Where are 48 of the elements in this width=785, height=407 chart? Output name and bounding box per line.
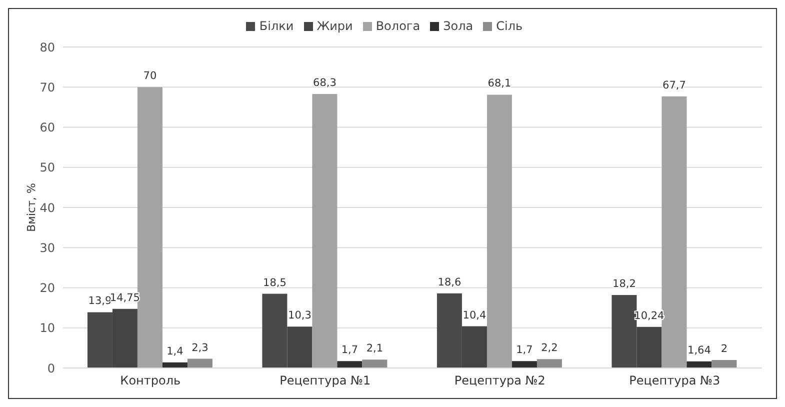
- bar: [712, 360, 737, 368]
- data-label: 10,3: [288, 310, 312, 322]
- data-label: 18,5: [263, 276, 286, 289]
- bar: [337, 361, 362, 368]
- data-label: 13,9: [88, 295, 112, 308]
- bar: [312, 94, 338, 368]
- data-label: 2,1: [366, 342, 384, 355]
- x-tick-label: Контроль: [120, 374, 181, 388]
- bar: [187, 358, 212, 368]
- data-label: 1,7: [341, 344, 358, 356]
- data-label: 10,4: [462, 309, 486, 322]
- bar: [512, 361, 537, 368]
- data-label: 70: [143, 70, 157, 82]
- y-tick-label: 80: [40, 40, 55, 54]
- data-label: 1,64: [688, 344, 712, 356]
- data-label: 18,2: [612, 278, 636, 290]
- bar: [536, 359, 562, 368]
- data-label: 68,1: [488, 78, 512, 90]
- data-label: 2: [720, 342, 728, 355]
- bar: [486, 94, 512, 368]
- bar: [362, 360, 388, 368]
- legend-label: Білки: [259, 19, 294, 33]
- y-tick-label: 50: [40, 160, 55, 175]
- data-label: 18,6: [438, 276, 462, 288]
- y-tick-label: 20: [40, 281, 55, 296]
- data-label: 14,75: [110, 292, 140, 304]
- y-tick-label: 10: [40, 321, 55, 336]
- legend-label: Жири: [316, 19, 353, 33]
- legend-label: Волога: [376, 19, 420, 33]
- y-tick-label: 30: [40, 240, 55, 255]
- x-tick-label: Рецептура №3: [629, 374, 720, 388]
- x-tick-label: Рецептура №2: [454, 374, 546, 388]
- y-tick-label: 40: [40, 200, 55, 215]
- y-tick-label: 60: [40, 120, 55, 135]
- legend-label: Сіль: [496, 19, 523, 33]
- x-tick-label: Рецептура №1: [280, 374, 371, 388]
- y-axis-title: Вміст, %: [24, 183, 38, 232]
- y-tick-label: 0: [47, 361, 55, 376]
- data-label: 1,7: [516, 344, 533, 356]
- data-label: 68,3: [313, 76, 336, 89]
- data-label: 2,3: [192, 342, 208, 354]
- legend-label: Зола: [443, 19, 474, 33]
- bar: [137, 87, 162, 368]
- bar: [686, 361, 712, 368]
- data-label: 2,2: [541, 342, 558, 354]
- y-tick-label: 70: [40, 80, 55, 94]
- data-label: 67,7: [662, 79, 686, 92]
- data-label: 1,4: [166, 345, 184, 358]
